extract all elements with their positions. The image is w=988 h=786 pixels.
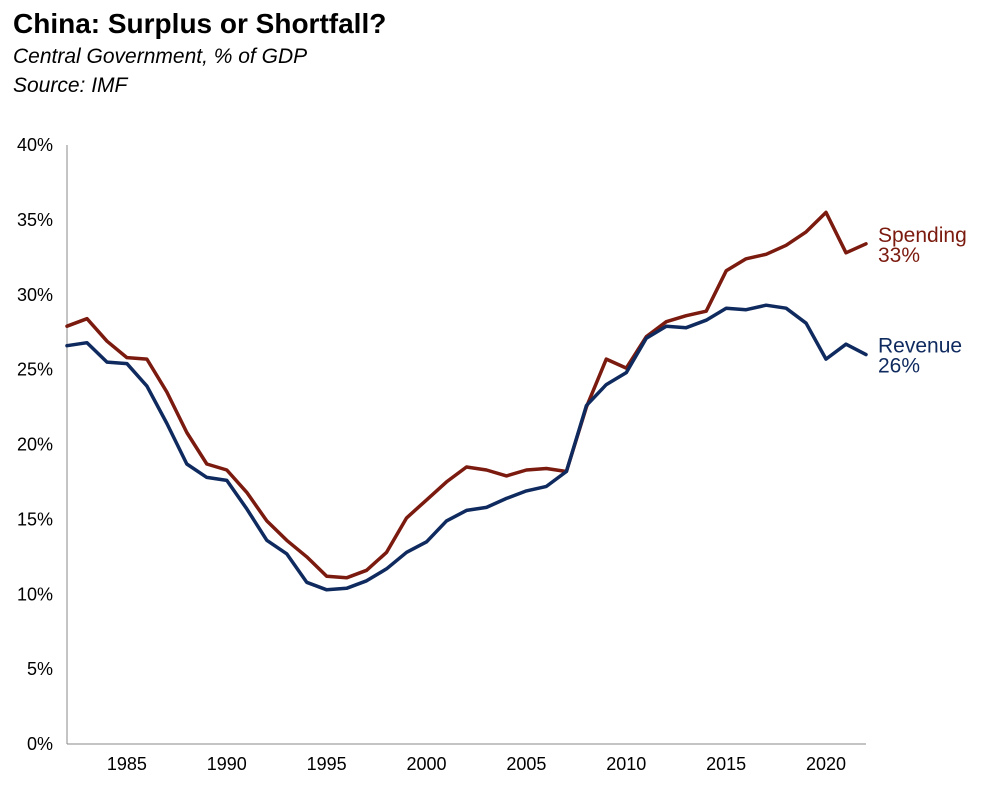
y-tick-label: 5%	[27, 659, 53, 679]
x-tick-label: 2010	[606, 754, 646, 774]
y-tick-label: 40%	[17, 135, 53, 155]
spending-series-line	[65, 210, 868, 580]
x-tick-label: 1990	[207, 754, 247, 774]
y-tick-label: 25%	[17, 360, 53, 380]
y-tick-label: 15%	[17, 509, 53, 529]
x-tick-label: 2020	[806, 754, 846, 774]
y-tick-label: 30%	[17, 285, 53, 305]
revenue-series-line	[65, 303, 868, 592]
y-tick-label: 10%	[17, 584, 53, 604]
chart-subtitle: Central Government, % of GDP	[13, 45, 308, 68]
y-tick-label: 20%	[17, 435, 53, 455]
x-tick-label: 1995	[307, 754, 347, 774]
x-tick-label: 2005	[506, 754, 546, 774]
y-tick-label: 0%	[27, 734, 53, 754]
spending-series-label: Spending	[878, 224, 967, 247]
chart-title: China: Surplus or Shortfall?	[13, 8, 387, 39]
y-tick-label: 35%	[17, 210, 53, 230]
revenue-series-label: Revenue	[878, 335, 962, 358]
chart-source: Source: IMF	[13, 74, 128, 97]
x-tick-label: 2000	[407, 754, 447, 774]
revenue-end-value-label: 26%	[878, 355, 920, 378]
x-tick-label: 2015	[706, 754, 746, 774]
spending-end-value-label: 33%	[878, 244, 920, 267]
x-tick-label: 1985	[107, 754, 147, 774]
